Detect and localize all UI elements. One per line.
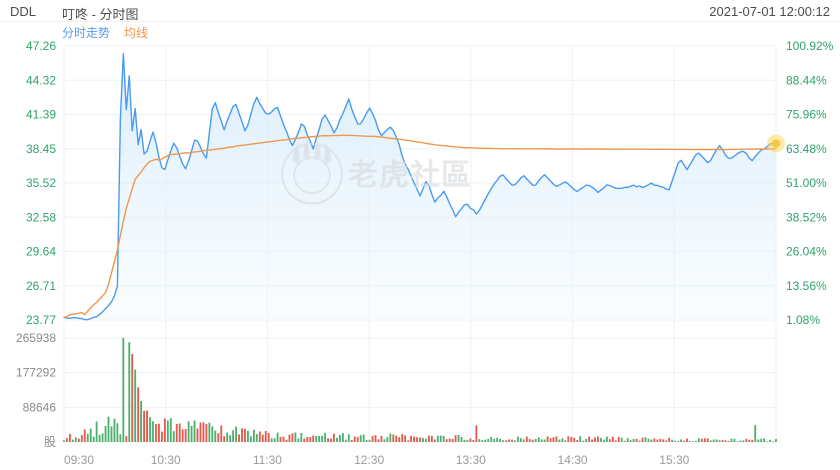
svg-text:38.52%: 38.52% <box>786 210 827 224</box>
svg-text:44.32: 44.32 <box>26 73 56 87</box>
svg-text:47.26: 47.26 <box>26 39 56 53</box>
svg-text:88.44%: 88.44% <box>786 73 827 87</box>
svg-text:13.56%: 13.56% <box>786 279 827 293</box>
svg-text:09:30: 09:30 <box>64 453 94 467</box>
svg-text:75.96%: 75.96% <box>786 108 827 122</box>
svg-text:265938: 265938 <box>16 331 56 345</box>
svg-text:10:30: 10:30 <box>151 453 181 467</box>
svg-text:38.45: 38.45 <box>26 142 56 156</box>
svg-text:51.00%: 51.00% <box>786 176 827 190</box>
svg-text:12:30: 12:30 <box>354 453 384 467</box>
svg-text:41.39: 41.39 <box>26 108 56 122</box>
svg-text:11:30: 11:30 <box>253 453 282 467</box>
svg-text:29.64: 29.64 <box>26 245 56 259</box>
svg-text:股: 股 <box>44 435 56 449</box>
svg-text:26.04%: 26.04% <box>786 245 827 259</box>
svg-text:1.08%: 1.08% <box>786 313 820 327</box>
svg-text:26.71: 26.71 <box>26 279 56 293</box>
svg-text:14:30: 14:30 <box>558 453 588 467</box>
svg-text:32.58: 32.58 <box>26 210 56 224</box>
svg-text:15:30: 15:30 <box>659 453 689 467</box>
svg-text:35.52: 35.52 <box>26 176 56 190</box>
svg-text:63.48%: 63.48% <box>786 142 827 156</box>
svg-text:13:30: 13:30 <box>456 453 486 467</box>
svg-text:23.77: 23.77 <box>26 313 56 327</box>
svg-text:88646: 88646 <box>23 400 57 414</box>
svg-text:177292: 177292 <box>16 366 56 380</box>
svg-text:100.92%: 100.92% <box>786 39 834 53</box>
